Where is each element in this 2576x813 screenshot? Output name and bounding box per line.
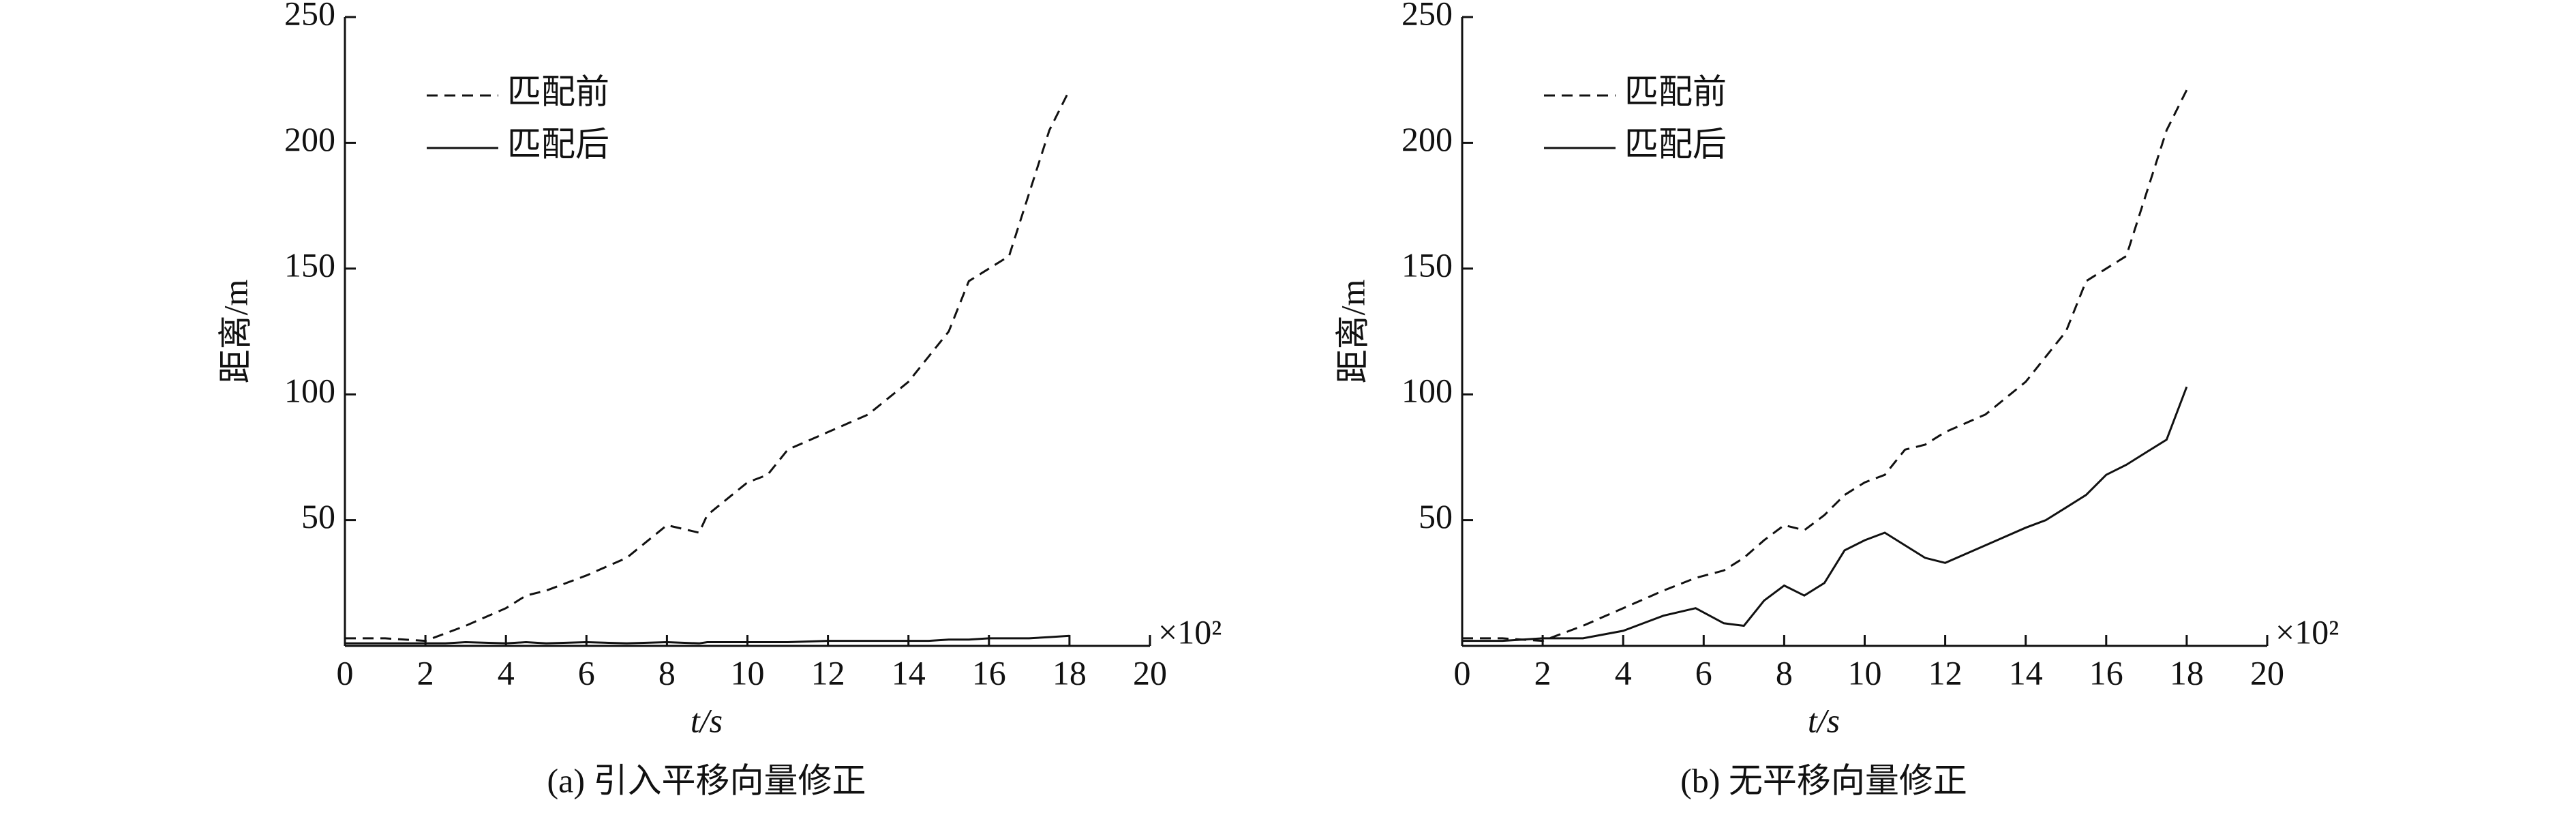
x-tick-label: 0	[337, 653, 354, 692]
y-tick-label: 200	[284, 120, 335, 158]
x-axis-label: t/s	[1808, 701, 1840, 739]
series-line	[1462, 386, 2188, 642]
x-tick-label: 14	[892, 653, 926, 692]
series-line	[345, 634, 1070, 645]
legend-label: 匹配前	[1624, 72, 1727, 110]
y-tick-label: 50	[301, 497, 335, 535]
y-axis-label: 距离/m	[1333, 280, 1372, 384]
x-tick-label: 14	[2009, 653, 2043, 692]
y-tick-label: 100	[1401, 372, 1453, 410]
x-tick-label: 8	[658, 653, 676, 692]
x-tick-label: 20	[1133, 653, 1167, 692]
y-tick-label: 200	[1401, 120, 1453, 158]
x-tick-label: 10	[1848, 653, 1882, 692]
x-tick-label: 18	[2170, 653, 2204, 692]
legend-label: 匹配前	[507, 72, 609, 110]
y-tick-label: 250	[284, 0, 335, 32]
x-tick-label: 4	[1615, 653, 1632, 692]
y-tick-label: 150	[284, 246, 335, 284]
series-line	[1462, 89, 2188, 642]
series-line	[345, 89, 1071, 642]
x-tick-label: 16	[2089, 653, 2123, 692]
x-tick-label: 2	[1534, 653, 1551, 692]
caption: (b) 无平移向量修正	[1680, 761, 1967, 799]
caption: (a) 引入平移向量修正	[547, 761, 866, 799]
x-tick-label: 16	[972, 653, 1006, 692]
x-tick-label: 20	[2250, 653, 2284, 692]
x-tick-label: 0	[1454, 653, 1471, 692]
y-axis-label: 距离/m	[216, 280, 254, 384]
x-tick-label: 4	[498, 653, 515, 692]
y-tick-label: 100	[284, 372, 335, 410]
x-tick-label: 12	[811, 653, 845, 692]
y-tick-label: 150	[1401, 246, 1453, 284]
axis-multiplier: ×10²	[2275, 612, 2339, 651]
x-tick-label: 12	[1928, 653, 1963, 692]
x-tick-label: 6	[1695, 653, 1712, 692]
y-tick-label: 50	[1419, 497, 1453, 535]
y-tick-label: 250	[1401, 0, 1453, 32]
axis-multiplier: ×10²	[1158, 612, 1222, 651]
legend-label: 匹配后	[507, 125, 609, 163]
x-tick-label: 10	[731, 653, 765, 692]
x-tick-label: 2	[417, 653, 434, 692]
x-tick-label: 6	[578, 653, 595, 692]
x-tick-label: 18	[1052, 653, 1087, 692]
x-tick-label: 8	[1776, 653, 1793, 692]
x-axis-label: t/s	[691, 701, 723, 739]
legend-label: 匹配后	[1624, 125, 1727, 163]
